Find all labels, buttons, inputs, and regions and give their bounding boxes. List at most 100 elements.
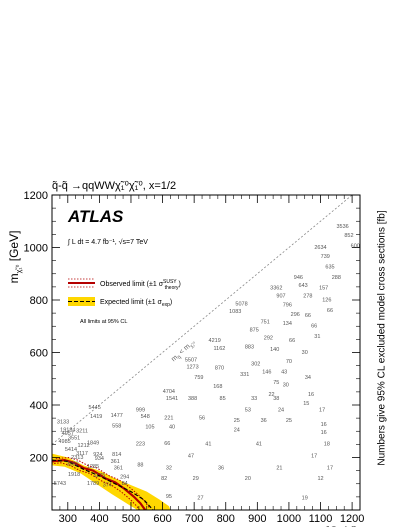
xsec-point-67: 16 (321, 422, 327, 428)
xsec-point-94: 17 (311, 454, 317, 460)
xsec-point-10: 157 (319, 286, 328, 292)
xsec-point-77: 3551 (68, 436, 80, 442)
xsec-point-63: 56 (199, 415, 205, 421)
xsec-point-35: 5507 (185, 358, 197, 364)
xsec-point-15: 796 (283, 303, 292, 309)
x-tick-label-2: 500 (122, 513, 140, 525)
xsec-point-6: 288 (332, 275, 341, 281)
xsec-point-65: 36 (261, 418, 267, 424)
xsec-point-51: 33 (251, 396, 257, 402)
x-tick-label-5: 800 (217, 513, 235, 525)
xsec-point-112: 374 (103, 482, 112, 488)
y-axis-label-m: m (7, 273, 21, 283)
expected-limit (52, 459, 154, 510)
x-axis-label-m: m (308, 524, 318, 527)
xsec-point-66: 25 (286, 418, 292, 424)
xsec-point-86: 5414 (65, 447, 77, 453)
xsec-point-61: 548 (141, 414, 150, 420)
xsec-point-96: 1285 (87, 464, 99, 470)
xsec-point-60: 999 (136, 408, 145, 414)
x-axis-label: mq̃ [GeV] (308, 524, 356, 527)
xsec-point-74: 19184 (60, 427, 75, 433)
xsec-point-110: 5743 (54, 481, 66, 487)
xsec-point-111: 1789 (87, 481, 99, 487)
xsec-point-73: 3133 (57, 419, 69, 425)
xsec-point-107: 29 (193, 476, 199, 482)
legend-expected-sub: exp (162, 302, 170, 308)
xsec-point-30: 140 (270, 347, 279, 353)
diagonal-label-m: m (170, 354, 179, 363)
legend-expected-text: Expected limit (±1 σexp) (100, 299, 172, 308)
xsec-point-32: 34 (305, 375, 311, 381)
xsec-point-85: 18 (324, 442, 330, 448)
xsec-point-52: 38 (273, 396, 279, 402)
xsec-point-27: 30 (302, 350, 308, 356)
xsec-point-98: 88 (137, 463, 143, 469)
xsec-point-97: 361 (114, 465, 123, 471)
xsec-point-91: 934 (95, 456, 104, 462)
xsec-point-1: 852 (344, 233, 353, 239)
xsec-point-43: 759 (194, 375, 203, 381)
xsec-point-23: 1083 (229, 309, 241, 315)
xsec-point-44: 168 (213, 384, 222, 390)
xsec-point-38: 331 (240, 372, 249, 378)
xsec-point-108: 20 (245, 476, 251, 482)
xsec-point-109: 12 (317, 476, 323, 482)
lumi-label: ∫ L dt = 4.7 fb⁻¹, √s=7 TeV (67, 238, 148, 246)
z-axis-label: Numbers give 95% CL excluded model cross… (376, 210, 388, 466)
x-tick-label-8: 1100 (309, 513, 333, 525)
x-tick-label-6: 900 (248, 513, 266, 525)
y-tick-label-2: 600 (30, 348, 48, 360)
xsec-point-92: 361 (111, 459, 120, 465)
xsec-point-76: 4957 (62, 431, 74, 437)
xsec-point-83: 41 (205, 442, 211, 448)
xsec-point-115: 19 (302, 496, 308, 502)
xsec-point-50: 85 (220, 396, 226, 402)
xsec-point-8: 643 (299, 283, 308, 289)
xsec-point-48: 1541 (166, 396, 178, 402)
xsec-point-116: 95 (166, 494, 172, 500)
xsec-point-55: 24 (278, 408, 284, 414)
xsec-point-101: 21 (276, 465, 282, 471)
xsec-point-113: 84 (122, 481, 128, 487)
y-tick-label-3: 800 (30, 295, 48, 307)
observed-limit-down (52, 462, 141, 510)
xsec-point-68: 558 (112, 423, 121, 429)
xsec-point-102: 17 (327, 465, 333, 471)
xsec-point-62: 221 (164, 415, 173, 421)
xsec-point-41: 75 (273, 380, 279, 386)
xsec-point-3: 2634 (314, 245, 326, 251)
xsec-point-79: 1212 (77, 443, 89, 449)
xsec-point-29: 883 (245, 345, 254, 351)
xsec-point-47: 4704 (163, 389, 175, 395)
xsec-point-0: 3536 (337, 224, 349, 230)
xsec-point-34: 302 (251, 362, 260, 368)
x-tick-label-3: 600 (153, 513, 171, 525)
legend-observed-end: ) (179, 281, 181, 288)
xsec-point-36: 1273 (186, 364, 198, 370)
xsec-point-45: 22 (268, 392, 274, 398)
xsec-point-103: 1918 (68, 472, 80, 478)
xsec-point-105: 294 (120, 475, 129, 481)
y-tick-label-1: 400 (30, 400, 48, 412)
y-axis-label-sub: χ̃₁⁰ (15, 264, 23, 273)
xsec-point-71: 24 (234, 427, 240, 433)
diagonal-line (52, 195, 353, 445)
y-axis-label: mχ̃₁⁰ [GeV] (7, 231, 23, 284)
chart-title: q̃-q̃ →qqWWχ̃₁⁰χ̃₁⁰, x=1/2 (52, 180, 176, 192)
xsec-point-78: 4985 (59, 439, 71, 445)
xsec-point-28: 4219 (209, 338, 221, 344)
plot-area: 3536852600263473963528894664327815712666… (52, 195, 360, 510)
xsec-point-2: 600 (351, 244, 360, 250)
xsec-point-56: 17 (319, 408, 325, 414)
xsec-point-82: 66 (164, 441, 170, 447)
xsec-point-104: 1175 (93, 473, 105, 479)
xsec-point-22: 134 (283, 321, 292, 327)
xsec-point-54: 53 (245, 408, 251, 414)
xsec-point-13: 3362 (270, 286, 282, 292)
xsec-point-90: 2313 (71, 455, 83, 461)
y-tick-label-4: 1000 (24, 243, 48, 255)
xsec-point-7: 946 (294, 275, 303, 281)
xsec-point-57: 5445 (89, 405, 101, 411)
